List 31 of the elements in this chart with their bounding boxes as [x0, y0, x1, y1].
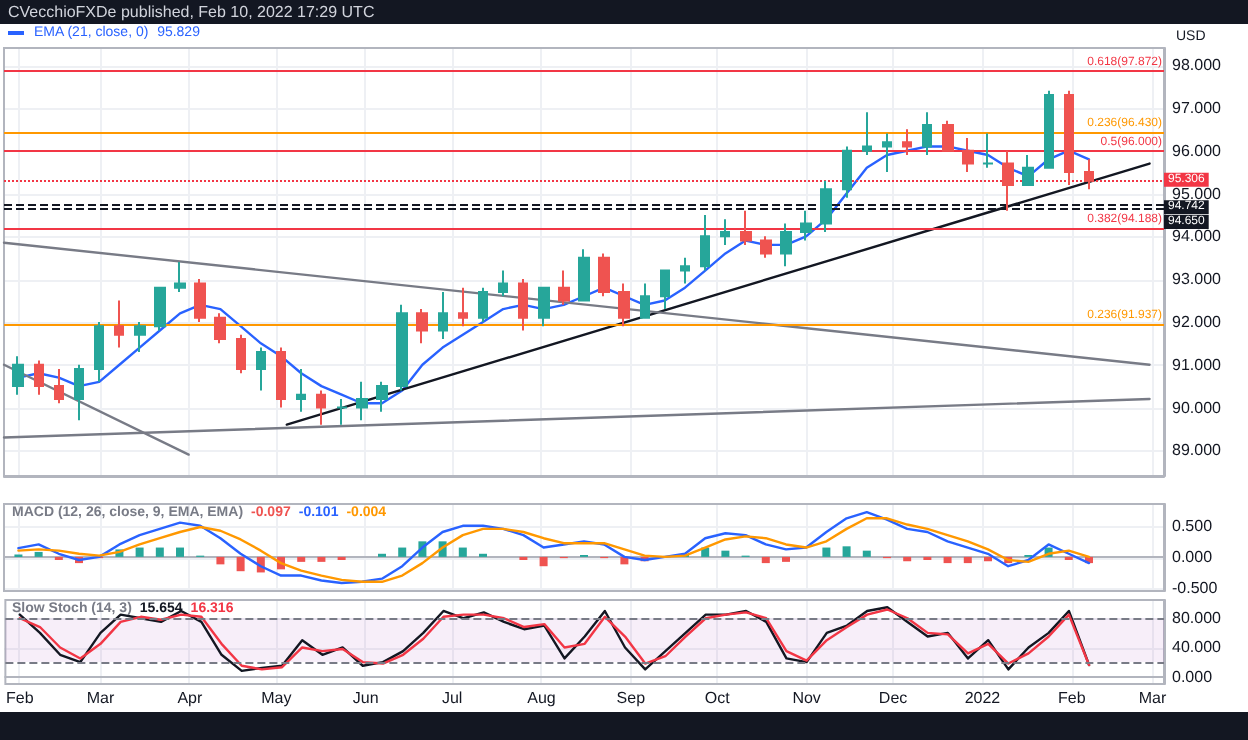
x-tick-label: Jul: [441, 689, 463, 707]
y-tick-label: 91.000: [1172, 355, 1223, 374]
x-tick-label: Sep: [616, 689, 647, 707]
x-tick-label: Aug: [527, 689, 556, 707]
x-tick-label: Mar: [86, 689, 115, 707]
y-tick-label: -0.500: [1172, 579, 1219, 597]
x-tick-label: Dec: [878, 689, 908, 707]
y-tick-label: 98.000: [1172, 56, 1223, 75]
y-tick-label: 92.000: [1172, 312, 1223, 331]
x-tick-label: Nov: [792, 689, 821, 707]
x-tick-label: May: [261, 689, 292, 707]
y-tick-label: 97.000: [1172, 98, 1223, 117]
y-tick-label: 90.000: [1172, 398, 1223, 417]
x-tick-label: Jun: [352, 689, 379, 707]
y-tick-label: 89.000: [1172, 441, 1223, 460]
y-tick-label: 94.000: [1172, 227, 1223, 246]
x-tick-label: 2022: [964, 689, 1002, 707]
y-tick-label: 0.000: [1172, 667, 1214, 686]
y-tick-label: 40.000: [1172, 638, 1223, 657]
y-tick-label: 93.000: [1172, 270, 1223, 289]
y-tick-label: 0.000: [1172, 547, 1214, 566]
x-tick-label: Apr: [177, 689, 203, 707]
x-tick-label: Feb: [1057, 689, 1087, 707]
x-tick-label: Feb: [5, 689, 35, 707]
chart-title: CVecchioFXDe published, Feb 10, 2022 17:29 UTC: [8, 3, 375, 21]
y-tick-label: 80.000: [1172, 609, 1223, 628]
y-tick-label: 0.500: [1172, 516, 1214, 535]
x-tick-label: Oct: [704, 689, 732, 707]
y-tick-label: 95.000: [1172, 184, 1223, 203]
x-tick-label: Mar: [1138, 689, 1167, 707]
y-tick-label: 96.000: [1172, 141, 1223, 160]
